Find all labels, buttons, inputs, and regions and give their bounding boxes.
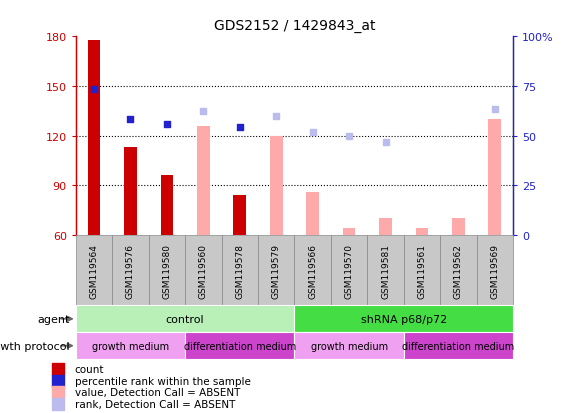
Bar (258, 235, 294, 306)
Text: differentiation medium: differentiation medium (184, 341, 296, 351)
Text: GSM119561: GSM119561 (417, 243, 426, 298)
Text: growth medium: growth medium (92, 341, 169, 351)
Bar (489, 120, 501, 235)
Text: GSM119576: GSM119576 (126, 243, 135, 298)
Bar (185, 332, 294, 359)
Text: differentiation medium: differentiation medium (402, 341, 515, 351)
Point (308, 130, 317, 136)
Text: GSM119579: GSM119579 (272, 243, 280, 298)
Bar (367, 235, 403, 306)
Bar (160, 176, 173, 235)
Point (199, 108, 208, 115)
Bar (87, 40, 100, 235)
Bar (149, 235, 185, 306)
Bar (112, 235, 149, 306)
Text: agent: agent (37, 314, 70, 324)
Text: value, Detection Call = ABSENT: value, Detection Call = ABSENT (75, 387, 240, 397)
Text: GSM119564: GSM119564 (90, 243, 99, 298)
Bar (416, 229, 429, 235)
Bar (197, 126, 210, 235)
Title: GDS2152 / 1429843_at: GDS2152 / 1429843_at (213, 19, 375, 33)
Point (126, 116, 135, 123)
Text: GSM119580: GSM119580 (163, 243, 171, 298)
Bar (343, 229, 356, 235)
Bar (331, 235, 367, 306)
Bar (76, 306, 294, 332)
Bar (76, 235, 112, 306)
Bar (76, 332, 185, 359)
Bar (270, 136, 283, 235)
Bar (440, 235, 476, 306)
Text: GSM119578: GSM119578 (236, 243, 244, 298)
Bar (403, 332, 513, 359)
Text: count: count (75, 364, 104, 374)
Point (235, 125, 244, 131)
Text: GSM119566: GSM119566 (308, 243, 317, 298)
Text: GSM119581: GSM119581 (381, 243, 390, 298)
Text: growth protocol: growth protocol (0, 341, 70, 351)
Text: rank, Detection Call = ABSENT: rank, Detection Call = ABSENT (75, 399, 235, 409)
Text: percentile rank within the sample: percentile rank within the sample (75, 376, 251, 386)
Text: growth medium: growth medium (311, 341, 388, 351)
Point (89, 87, 99, 93)
Bar (294, 306, 513, 332)
Point (381, 342, 391, 348)
Point (162, 121, 171, 128)
Text: GSM119560: GSM119560 (199, 243, 208, 298)
Bar (233, 196, 246, 235)
Bar (452, 219, 465, 235)
Point (490, 107, 500, 113)
Bar (185, 235, 222, 306)
Bar (476, 235, 513, 306)
Point (345, 133, 354, 140)
Point (381, 127, 391, 133)
Bar (294, 332, 403, 359)
Point (381, 234, 391, 241)
Point (381, 140, 390, 146)
Text: GSM119569: GSM119569 (490, 243, 499, 298)
Text: control: control (166, 314, 205, 324)
Bar (222, 235, 258, 306)
Text: GSM119570: GSM119570 (345, 243, 353, 298)
Bar (294, 235, 331, 306)
Bar (306, 192, 319, 235)
Bar (379, 219, 392, 235)
Point (272, 113, 281, 120)
Text: GSM119562: GSM119562 (454, 243, 463, 298)
Point (381, 19, 391, 26)
Bar (403, 235, 440, 306)
Bar (124, 148, 137, 235)
Text: shRNA p68/p72: shRNA p68/p72 (361, 314, 447, 324)
